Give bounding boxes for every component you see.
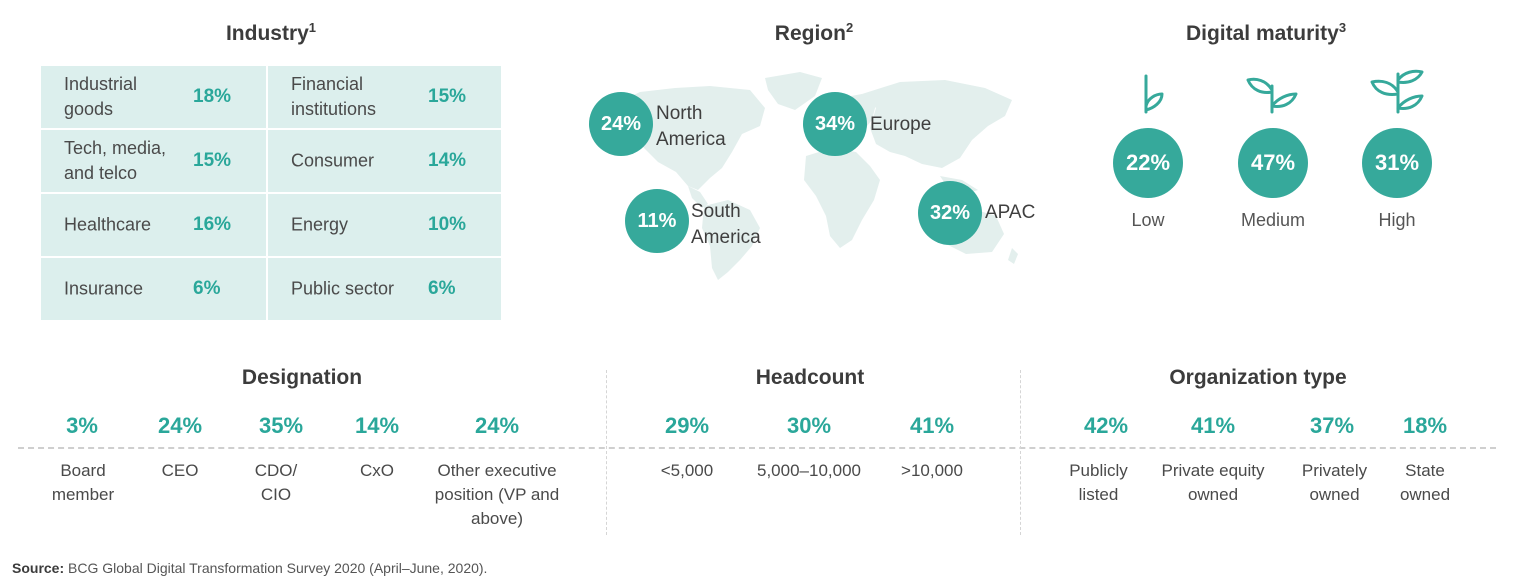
headcount-value: 30% xyxy=(786,413,832,438)
industry-label: Energy xyxy=(291,214,349,235)
source-note: Source: BCG Global Digital Transformatio… xyxy=(12,560,487,576)
industry-label: Industrial goods xyxy=(64,74,138,119)
region-label: South America xyxy=(691,201,761,248)
orgtype-title: Organization type xyxy=(1169,366,1347,389)
headcount-value: 41% xyxy=(909,413,955,438)
divider-vertical xyxy=(1020,370,1021,535)
industry-value: 18% xyxy=(193,86,232,107)
industry-title: Industry1 xyxy=(225,20,317,45)
designation-value: 14% xyxy=(354,413,400,438)
region-label: Europe xyxy=(870,114,932,135)
headcount-label: >10,000 xyxy=(901,461,963,480)
headcount-value: 29% xyxy=(664,413,710,438)
orgtype-value: 37% xyxy=(1309,413,1355,438)
designation-value: 3% xyxy=(66,413,98,438)
region-pct-circle: 11% xyxy=(625,189,689,253)
designation-value: 35% xyxy=(258,413,304,438)
industry-value: 15% xyxy=(193,150,232,171)
industry-value: 10% xyxy=(428,214,467,235)
orgtype-value: 18% xyxy=(1402,413,1448,438)
maturity-pct-circle: 31% xyxy=(1362,128,1432,198)
industry-cell: Healthcare 16% xyxy=(41,194,266,256)
designation-value: 24% xyxy=(474,413,520,438)
industry-value: 6% xyxy=(193,278,221,299)
orgtype-label: State owned xyxy=(1399,461,1451,504)
region-pct-circle: 34% xyxy=(803,92,867,156)
industry-cell: Industrial goods 18% xyxy=(41,66,266,128)
region-pct-circle: 24% xyxy=(589,92,653,156)
sprout-three-leaves-icon xyxy=(1370,69,1424,114)
industry-label: Consumer xyxy=(291,150,375,171)
region-value: 24% xyxy=(600,112,642,135)
region-value: 11% xyxy=(637,209,677,232)
industry-cell: Consumer 14% xyxy=(268,130,501,192)
source-text: BCG Global Digital Transformation Survey… xyxy=(68,560,488,576)
industry-label: Public sector xyxy=(291,278,395,299)
industry-label: Insurance xyxy=(64,278,144,299)
industry-label: Tech, media, and telco xyxy=(64,138,167,183)
industry-cell: Tech, media, and telco 15% xyxy=(41,130,266,192)
industry-cell: Energy 10% xyxy=(268,194,501,256)
designation-label: Board member xyxy=(51,461,115,504)
region-value: 32% xyxy=(929,201,971,224)
region-pct-circle: 32% xyxy=(918,181,982,245)
region-label: APAC xyxy=(985,202,1036,223)
industry-label: Financial institutions xyxy=(291,74,377,119)
divider-vertical xyxy=(606,370,607,535)
source-label: Source: xyxy=(12,560,65,576)
orgtype-label: Privately owned xyxy=(1301,461,1368,504)
orgtype-label: Private equity owned xyxy=(1161,461,1265,504)
maturity-pct-circle: 47% xyxy=(1238,128,1308,198)
designation-value: 24% xyxy=(157,413,203,438)
headcount-label: <5,000 xyxy=(660,461,714,480)
maturity-value: 47% xyxy=(1250,150,1296,175)
maturity-pct-circle: 22% xyxy=(1113,128,1183,198)
designation-label: CxO xyxy=(360,461,394,480)
region-label: North America xyxy=(656,103,726,150)
industry-value: 15% xyxy=(428,86,467,107)
sprout-one-leaf-icon xyxy=(1144,74,1164,114)
orgtype-value: 42% xyxy=(1083,413,1129,438)
orgtype-label: Publicly listed xyxy=(1069,461,1128,504)
divider-dashed xyxy=(18,447,1496,449)
industry-table: Industrial goods 18% Financial instituti… xyxy=(41,66,501,322)
region-value: 34% xyxy=(814,112,856,135)
maturity-value: 31% xyxy=(1374,150,1420,175)
industry-value: 16% xyxy=(193,214,232,235)
industry-cell: Public sector 6% xyxy=(268,258,501,320)
sprout-two-leaves-icon xyxy=(1246,77,1298,114)
maturity-title: Digital maturity3 xyxy=(1185,20,1347,45)
maturity-label: Medium xyxy=(1240,210,1306,230)
orgtype-value: 41% xyxy=(1190,413,1236,438)
maturity-label: High xyxy=(1378,210,1416,230)
designation-label: CDO/ CIO xyxy=(254,461,298,504)
industry-cell: Financial institutions 15% xyxy=(268,66,501,128)
industry-value: 14% xyxy=(428,150,467,171)
industry-label: Healthcare xyxy=(64,214,152,235)
designation-title: Designation xyxy=(241,366,363,389)
headcount-label: 5,000–10,000 xyxy=(757,461,861,480)
industry-value: 6% xyxy=(428,278,456,299)
headcount-title: Headcount xyxy=(755,366,865,389)
designation-label: Other executive position (VP and above) xyxy=(434,461,560,528)
region-title: Region2 xyxy=(774,20,854,45)
maturity-label: Low xyxy=(1131,210,1165,230)
industry-cell: Insurance 6% xyxy=(41,258,266,320)
maturity-value: 22% xyxy=(1125,150,1171,175)
designation-label: CEO xyxy=(161,461,199,480)
